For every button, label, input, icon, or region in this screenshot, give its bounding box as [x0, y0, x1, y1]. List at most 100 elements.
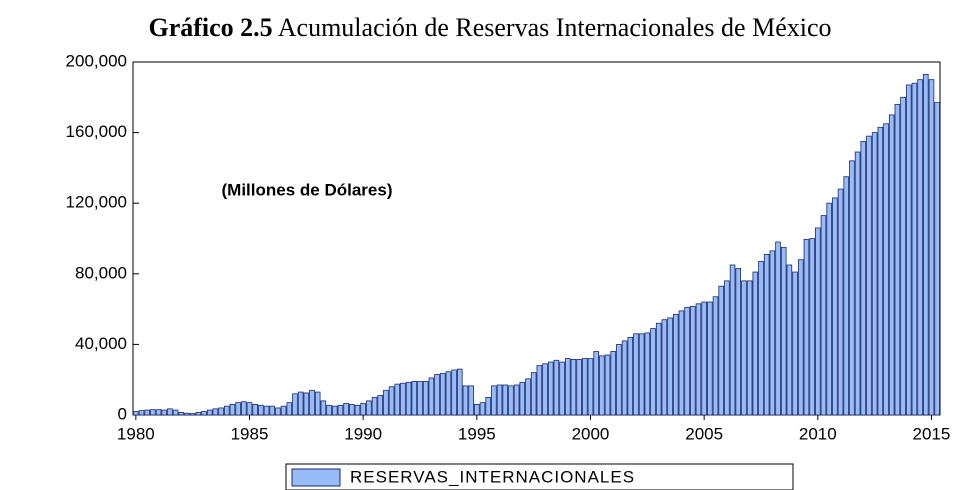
bar [820, 215, 827, 416]
x-tick-label: 2000 [572, 424, 610, 443]
bar [593, 351, 599, 416]
bar [746, 280, 753, 416]
figure-label: Gráfico 2.5 [149, 13, 273, 42]
bar [803, 238, 810, 416]
bar [377, 395, 384, 416]
bar [411, 381, 418, 416]
bar [178, 411, 185, 416]
bar [689, 306, 696, 416]
bar [394, 383, 401, 416]
bar [553, 359, 560, 416]
bar [263, 405, 270, 416]
bar [400, 382, 406, 416]
bar [201, 411, 207, 416]
bar [832, 197, 838, 416]
bar [309, 389, 315, 416]
bar [701, 301, 707, 416]
bar [269, 405, 276, 416]
bar [366, 400, 372, 416]
bar [371, 396, 378, 416]
x-tick-label: 2015 [913, 424, 951, 443]
bar [763, 253, 770, 416]
bar [349, 404, 355, 416]
bar [871, 132, 878, 416]
bar [735, 268, 742, 416]
bar [218, 407, 224, 416]
bar [610, 351, 617, 416]
bar [212, 408, 219, 416]
bar [752, 271, 759, 416]
bar [150, 409, 156, 416]
bar [405, 381, 412, 416]
bar [235, 402, 241, 416]
bar [445, 371, 452, 416]
bar [786, 264, 793, 416]
bar [417, 381, 423, 416]
bar [167, 408, 173, 416]
bar [923, 73, 929, 416]
bar [468, 385, 474, 416]
bar [849, 160, 855, 416]
bar [911, 82, 918, 416]
bar [258, 404, 264, 416]
plot-frame [132, 61, 941, 416]
bar [286, 402, 293, 416]
y-tick-label: 200,000 [66, 51, 127, 70]
bar [223, 405, 230, 416]
bar [917, 79, 923, 416]
bar [559, 361, 565, 416]
bar [206, 409, 213, 416]
bar [383, 389, 389, 416]
bar [502, 384, 509, 416]
bar [337, 404, 344, 416]
bar [189, 413, 196, 416]
bar [638, 333, 645, 416]
bar [144, 409, 150, 416]
bar [155, 409, 162, 416]
bar [621, 340, 628, 416]
bar [644, 332, 651, 416]
bar [775, 241, 781, 416]
bar [860, 141, 867, 416]
bar [474, 404, 480, 416]
bar [809, 238, 815, 416]
bar [343, 403, 349, 416]
annotation: (Millones de Dólares) [222, 180, 393, 199]
bar [456, 368, 463, 416]
bar [707, 301, 713, 416]
legend-label: RESERVAS_INTERNACIONALES [350, 467, 635, 486]
x-tick-label: 1980 [117, 424, 155, 443]
chart-heading: Gráfico 2.5 Acumulación de Reservas Inte… [149, 13, 832, 42]
bar [667, 317, 673, 416]
bar [672, 313, 679, 416]
bar [582, 358, 588, 416]
bar [826, 202, 832, 416]
bar [934, 102, 940, 416]
bar [536, 365, 543, 416]
bar [712, 296, 719, 416]
legend-box [285, 463, 794, 490]
bar [479, 402, 486, 416]
bar [888, 114, 895, 416]
bar [769, 250, 776, 416]
bar [138, 410, 145, 416]
bar [599, 355, 605, 416]
bar [314, 391, 321, 416]
bar [331, 405, 338, 416]
bar [695, 303, 702, 416]
bar [252, 404, 258, 416]
bar [741, 280, 747, 416]
bar [815, 227, 821, 416]
bar [587, 358, 594, 416]
bar [633, 333, 639, 416]
bar [905, 84, 912, 416]
x-tick-label: 1995 [458, 424, 496, 443]
y-tick-label: 160,000 [66, 122, 127, 141]
x-tick-label: 1985 [231, 424, 269, 443]
bar [246, 402, 253, 416]
bar [280, 405, 287, 416]
bar [780, 246, 787, 416]
bar [229, 404, 236, 416]
